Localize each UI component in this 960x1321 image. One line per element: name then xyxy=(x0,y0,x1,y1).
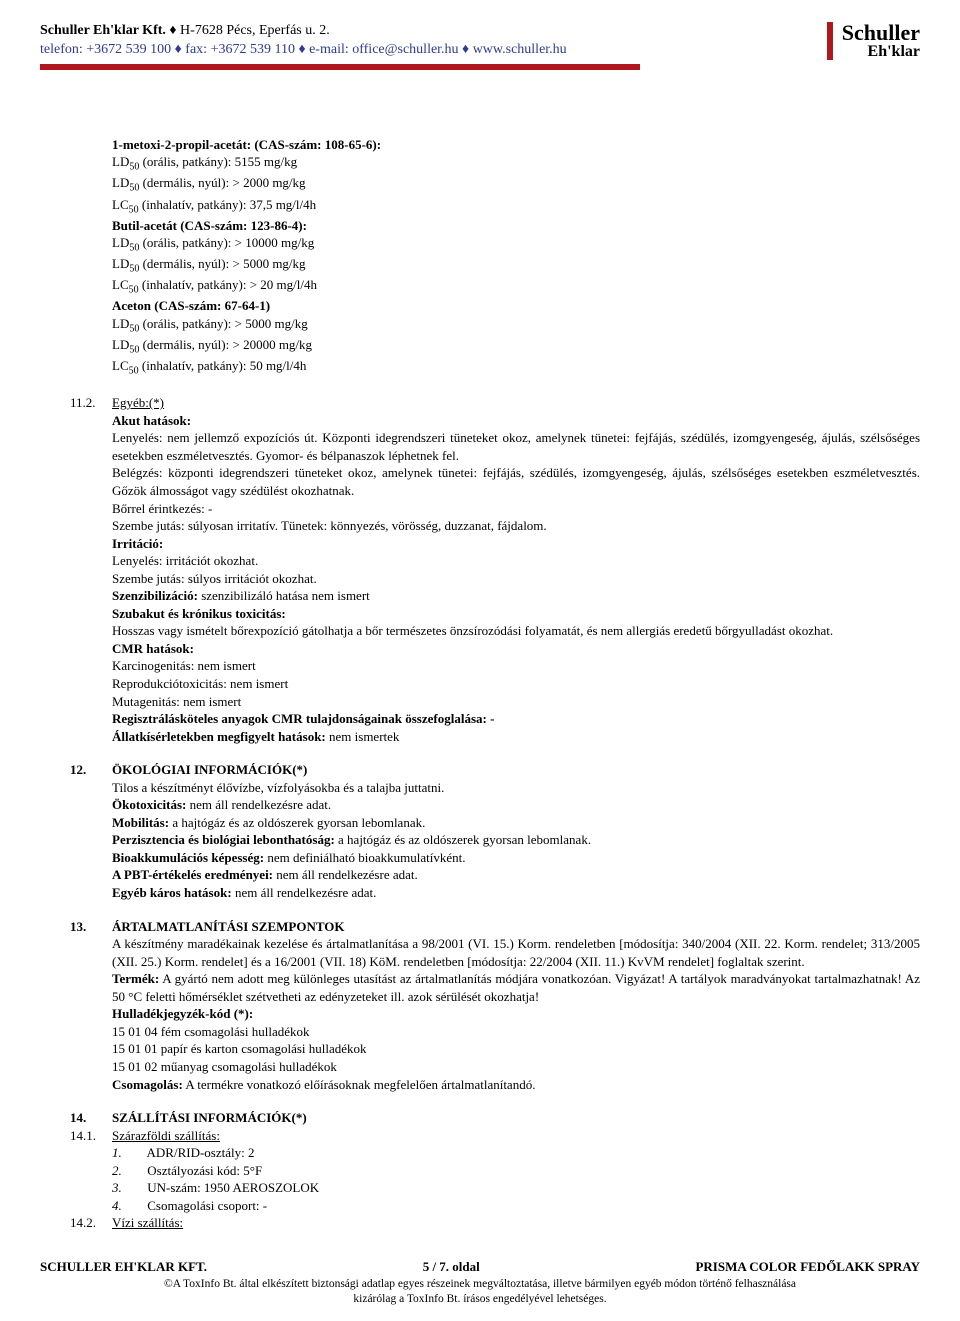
s12-line: Egyéb káros hatások: nem áll rendelkezés… xyxy=(112,884,920,902)
s13-csom: Csomagolás: A termékre vonatkozó előírás… xyxy=(112,1076,920,1094)
ship-list: 1. ADR/RID-osztály: 22. Osztályozási kód… xyxy=(112,1144,920,1214)
chem-line: LD50 (orális, patkány): > 10000 mg/kg xyxy=(112,234,920,255)
sec-title-14-1: Szárazföldi szállítás: xyxy=(112,1128,220,1143)
sec-num-11-2: 11.2. xyxy=(70,394,112,745)
company-line: Schuller Eh'klar Kft. ♦ H-7628 Pécs, Epe… xyxy=(40,22,640,41)
section-14-1: 14.1. Szárazföldi szállítás: 1. ADR/RID-… xyxy=(70,1127,920,1215)
sec-num-14-1: 14.1. xyxy=(70,1127,112,1215)
section-12: 12. ÖKOLÓGIAI INFORMÁCIÓK(*) Tilos a kés… xyxy=(70,761,920,901)
red-divider xyxy=(40,64,640,70)
ship-item: 2. Osztályozási kód: 5°F xyxy=(128,1162,920,1180)
sec-num-14: 14. xyxy=(70,1109,112,1127)
chem-line: LD50 (orális, patkány): > 5000 mg/kg xyxy=(112,315,920,336)
chem-line: LD50 (orális, patkány): 5155 mg/kg xyxy=(112,153,920,174)
sec-num-12: 12. xyxy=(70,761,112,901)
chem-line: LD50 (dermális, nyúl): > 5000 mg/kg xyxy=(112,255,920,276)
s11-2-line: Karcinogenitás: nem ismert xyxy=(112,657,920,675)
s11-2-line: Belégzés: központi idegrendszeri tünetek… xyxy=(112,464,920,499)
page-footer: SCHULLER EH'KLAR KFT. 5 / 7. oldal PRISM… xyxy=(40,1258,920,1307)
footer-center: 5 / 7. oldal xyxy=(423,1258,480,1276)
chem-line: Butil-acetát (CAS-szám: 123-86-4): xyxy=(112,217,920,235)
ship-item: 3. UN-szám: 1950 AEROSZOLOK xyxy=(128,1179,920,1197)
s13-code: 15 01 01 papír és karton csomagolási hul… xyxy=(112,1040,920,1058)
s12-line: Tilos a készítményt élővízbe, vízfolyáso… xyxy=(112,779,920,797)
logo-top: Schuller xyxy=(842,22,920,44)
chem-line: Aceton (CAS-szám: 67-64-1) xyxy=(112,297,920,315)
s11-2-line: Mutagenitás: nem ismert xyxy=(112,693,920,711)
sec-title-13: ÁRTALMATLANÍTÁSI SZEMPONTOK xyxy=(112,919,345,934)
logo: Schuller Eh'klar xyxy=(827,22,920,60)
logo-bottom: Eh'klar xyxy=(842,44,920,60)
s11-2-line: Lenyelés: nem jellemző expozíciós út. Kö… xyxy=(112,429,920,464)
sec-title-14: SZÁLLÍTÁSI INFORMÁCIÓK(*) xyxy=(112,1110,307,1125)
chem-line: LD50 (dermális, nyúl): > 2000 mg/kg xyxy=(112,174,920,195)
company-sep: ♦ xyxy=(169,23,180,38)
footer-fine1: ©A ToxInfo Bt. által elkészített biztons… xyxy=(40,1277,920,1292)
section-13: 13. ÁRTALMATLANÍTÁSI SZEMPONTOK A készít… xyxy=(70,918,920,1093)
chem-line: LC50 (inhalatív, patkány): > 20 mg/l/4h xyxy=(112,276,920,297)
section-14-2: 14.2. Vízi szállítás: xyxy=(70,1214,920,1232)
footer-left: SCHULLER EH'KLAR KFT. xyxy=(40,1258,207,1276)
chem-block: 1-metoxi-2-propil-acetát: (CAS-szám: 108… xyxy=(70,136,920,378)
s13-csom-val: A termékre vonatkozó előírásoknak megfel… xyxy=(183,1077,536,1092)
chem-line: LD50 (dermális, nyúl): > 20000 mg/kg xyxy=(112,336,920,357)
s13-termek-val: A gyártó nem adott meg különleges utasít… xyxy=(112,971,920,1004)
s13-termek-key: Termék: xyxy=(112,971,159,986)
s11-2-line: Lenyelés: irritációt okozhat. xyxy=(112,552,920,570)
s13-code: 15 01 04 fém csomagolási hulladékok xyxy=(112,1023,920,1041)
sec-num-13: 13. xyxy=(70,918,112,1093)
s11-2-line: Állatkísérletekben megfigyelt hatások: n… xyxy=(112,728,920,746)
s11-2-line: Szembe jutás: súlyosan irritatív. Tünete… xyxy=(112,517,920,535)
chem-line: 1-metoxi-2-propil-acetát: (CAS-szám: 108… xyxy=(112,136,920,154)
s11-2-line: CMR hatások: xyxy=(112,640,920,658)
s11-2-line: Irritáció: xyxy=(112,535,920,553)
chem-line: LC50 (inhalatív, patkány): 37,5 mg/l/4h xyxy=(112,196,920,217)
section-14: 14. SZÁLLÍTÁSI INFORMÁCIÓK(*) xyxy=(70,1109,920,1127)
sec-title-12: ÖKOLÓGIAI INFORMÁCIÓK(*) xyxy=(112,762,307,777)
ship-item: 1. ADR/RID-osztály: 2 xyxy=(128,1144,920,1162)
section-11-2: 11.2. Egyéb:(*) Akut hatások:Lenyelés: n… xyxy=(70,394,920,745)
s13-intro: A készítmény maradékainak kezelése és ár… xyxy=(112,935,920,970)
s12-line: Ökotoxicitás: nem áll rendelkezésre adat… xyxy=(112,796,920,814)
s13-code: 15 01 02 műanyag csomagolási hulladékok xyxy=(112,1058,920,1076)
s12-line: Perzisztencia és biológiai lebonthatóság… xyxy=(112,831,920,849)
s11-2-line: Hosszas vagy ismételt bőrexpozíció gátol… xyxy=(112,622,920,640)
s11-2-line: Szenzibilizáció: szenzibilizáló hatása n… xyxy=(112,587,920,605)
ship-item: 4. Csomagolási csoport: - xyxy=(128,1197,920,1215)
s12-line: Bioakkumulációs képesség: nem definiálha… xyxy=(112,849,920,867)
footer-right: PRISMA COLOR FEDŐLAKK SPRAY xyxy=(695,1258,920,1276)
s12-line: A PBT-értékelés eredményei: nem áll rend… xyxy=(112,866,920,884)
s13-hkod: Hulladékjegyzék-kód (*): xyxy=(112,1005,920,1023)
sec-num-14-2: 14.2. xyxy=(70,1214,112,1232)
s11-2-line: Szubakut és krónikus toxicitás: xyxy=(112,605,920,623)
s13-termek: Termék: A gyártó nem adott meg különlege… xyxy=(112,970,920,1005)
page-header: Schuller Eh'klar Kft. ♦ H-7628 Pécs, Epe… xyxy=(40,22,920,76)
doc-content: 1-metoxi-2-propil-acetát: (CAS-szám: 108… xyxy=(40,136,920,1232)
company-name: Schuller Eh'klar Kft. xyxy=(40,23,166,38)
s11-2-line: Regisztrálásköteles anyagok CMR tulajdon… xyxy=(112,710,920,728)
s12-line: Mobilitás: a hajtógáz és az oldószerek g… xyxy=(112,814,920,832)
s11-2-line: Reprodukciótoxicitás: nem ismert xyxy=(112,675,920,693)
sec-title-14-2: Vízi szállítás: xyxy=(112,1215,183,1230)
company-address: H-7628 Pécs, Eperfás u. 2. xyxy=(180,23,330,38)
sec-title-11-2: Egyéb:(*) xyxy=(112,395,164,410)
contact-line: telefon: +3672 539 100 ♦ fax: +3672 539 … xyxy=(40,41,640,60)
chem-line: LC50 (inhalatív, patkány): 50 mg/l/4h xyxy=(112,357,920,378)
s11-2-line: Szembe jutás: súlyos irritációt okozhat. xyxy=(112,570,920,588)
s11-2-line: Akut hatások: xyxy=(112,412,920,430)
s13-csom-key: Csomagolás: xyxy=(112,1077,183,1092)
footer-fine2: kizárólag a ToxInfo Bt. írásos engedélyé… xyxy=(40,1292,920,1307)
s11-2-line: Bőrrel érintkezés: - xyxy=(112,500,920,518)
